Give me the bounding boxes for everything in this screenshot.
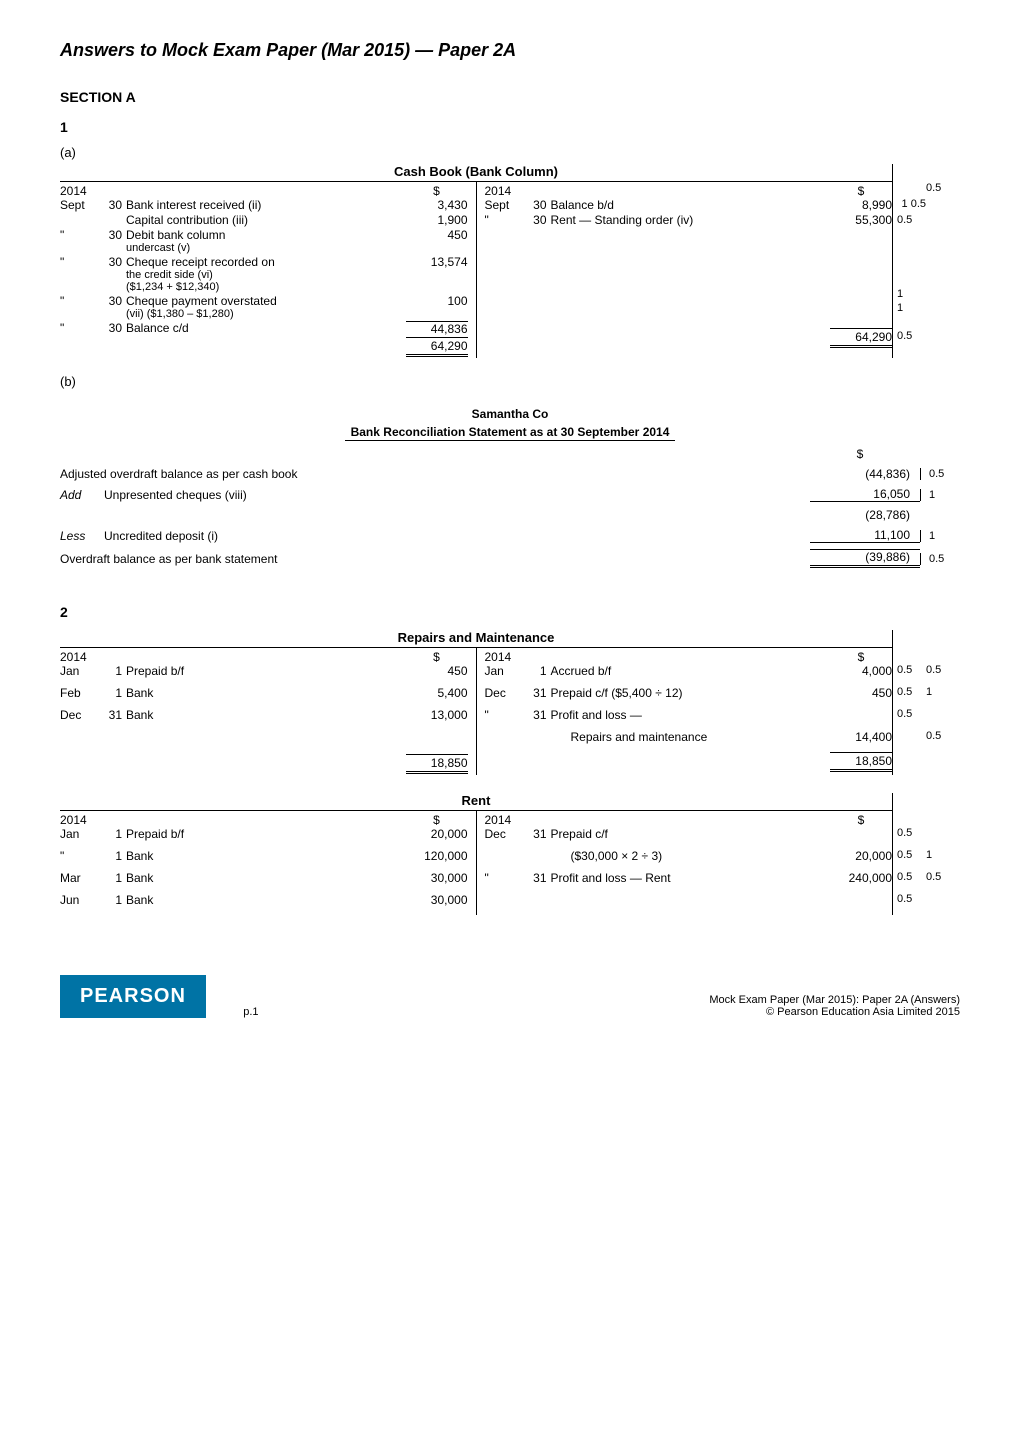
cb-right-dollar: $ bbox=[830, 184, 892, 198]
cashbook-debit-side: 2014 $ Sept30Bank interest received (ii)… bbox=[60, 182, 477, 358]
mark-value: 0.5 bbox=[926, 730, 960, 752]
rep-left-total: 18,850 bbox=[406, 754, 468, 774]
question-1: 1 bbox=[60, 119, 960, 135]
ledger-row: Mar1Bank30,000 bbox=[60, 871, 468, 885]
mark-value bbox=[926, 893, 960, 915]
cashbook-marks-col2: 0.5 bbox=[926, 164, 960, 358]
repairs-marks-col1: 0.50.50.5 bbox=[892, 630, 926, 775]
ledger-row: "1Bank120,000 bbox=[60, 849, 468, 863]
bank-rec-table: $ Adjusted overdraft balance as per cash… bbox=[60, 447, 960, 568]
rep-right-dollar: $ bbox=[830, 650, 892, 664]
q1-part-a: (a) bbox=[60, 145, 960, 160]
mark-value: 0.5 bbox=[926, 664, 960, 686]
cb-mark-5: 1 bbox=[897, 302, 926, 330]
ledger-row: "30Rent — Standing order (iv)55,300 bbox=[485, 213, 893, 227]
ledger-row: Jan1Prepaid b/f20,000 bbox=[60, 827, 468, 841]
rent-left-dollar: $ bbox=[406, 813, 468, 827]
rep-right-total: 18,850 bbox=[830, 752, 892, 772]
stmt-row: LessUncredited deposit (i)11,1001 bbox=[60, 528, 960, 543]
ledger-row: "31Profit and loss — bbox=[485, 708, 893, 722]
rent-right-year: 2014 bbox=[485, 813, 525, 827]
footer-line-1: Mock Exam Paper (Mar 2015): Paper 2A (An… bbox=[296, 994, 960, 1006]
ledger-row: "30Debit bank column undercast (v)450 bbox=[60, 228, 468, 254]
mark-value: 0.5 bbox=[897, 893, 926, 915]
footer-pagenum: p.1 bbox=[206, 1006, 296, 1018]
stmt-row: (28,786) bbox=[60, 508, 960, 522]
repairs-title: Repairs and Maintenance bbox=[60, 630, 892, 645]
ledger-row: "30Cheque payment overstated (vii) ($1,3… bbox=[60, 294, 468, 320]
repairs-marks-col2: 0.510.5 bbox=[926, 630, 960, 775]
stmt-dollar: $ bbox=[810, 447, 920, 461]
bank-rec-title: Bank Reconciliation Statement as at 30 S… bbox=[345, 425, 676, 441]
cb-mark-4: 1 bbox=[897, 288, 926, 302]
samantha-company: Samantha Co bbox=[60, 407, 960, 421]
stmt-row: Adjusted overdraft balance as per cash b… bbox=[60, 467, 960, 481]
rent-right-dollar: $ bbox=[830, 813, 892, 827]
mark-value: 0.5 bbox=[897, 686, 926, 708]
rent-credit: 2014 $ Dec31Prepaid c/f ($30,000 × 2 ÷ 3… bbox=[477, 811, 893, 915]
cashbook-credit-side: 2014 $ Sept30Balance b/d8,990"30Rent — S… bbox=[477, 182, 893, 358]
repairs-debit: 2014 $ Jan1Prepaid b/f450 Feb1Bank5,400 De… bbox=[60, 648, 477, 775]
stmt-row: Overdraft balance as per bank statement(… bbox=[60, 549, 960, 568]
stmt-row: AddUnpresented cheques (viii)16,0501 bbox=[60, 487, 960, 502]
ledger-row: Dec31Bank13,000 bbox=[60, 708, 468, 722]
mark-value: 0.5 bbox=[897, 708, 926, 730]
cb-right-total: 64,290 bbox=[830, 328, 892, 348]
mark-value: 0.5 bbox=[926, 871, 960, 893]
ledger-row: Repairs and maintenance14,400 bbox=[485, 730, 893, 744]
mark-value: 0.5 bbox=[897, 871, 926, 893]
footer-line-2: © Pearson Education Asia Limited 2015 bbox=[296, 1006, 960, 1018]
mark-value: 0.5 bbox=[897, 849, 926, 871]
cb-mark-1: 1 0.5 bbox=[897, 198, 926, 214]
q1-part-b: (b) bbox=[60, 374, 960, 389]
mark-value bbox=[926, 827, 960, 849]
mark-value: 0.5 bbox=[897, 664, 926, 686]
page-title: Answers to Mock Exam Paper (Mar 2015) — … bbox=[60, 40, 960, 61]
question-2: 2 bbox=[60, 604, 960, 620]
rep-left-dollar: $ bbox=[406, 650, 468, 664]
ledger-row: Feb1Bank5,400 bbox=[60, 686, 468, 700]
cb-left-dollar: $ bbox=[406, 184, 468, 198]
ledger-row: Jan1Accrued b/f4,000 bbox=[485, 664, 893, 678]
cb-left-total: 64,290 bbox=[406, 337, 468, 357]
cb-mark-6: 0.5 bbox=[897, 330, 926, 344]
pearson-logo: PEARSON bbox=[60, 975, 206, 1018]
rent-left-year: 2014 bbox=[60, 813, 100, 827]
rent-marks-col2: 10.5 bbox=[926, 793, 960, 915]
ledger-row: "30Cheque receipt recorded on the credit… bbox=[60, 255, 468, 293]
cashbook-title: Cash Book (Bank Column) bbox=[60, 164, 892, 179]
rent-marks-col1: 0.50.50.50.5 bbox=[892, 793, 926, 915]
mark-value: 1 bbox=[926, 686, 960, 708]
section-a-heading: SECTION A bbox=[60, 89, 960, 105]
rent-debit: 2014 $ Jan1Prepaid b/f20,000 "1Bank120,00… bbox=[60, 811, 477, 915]
ledger-row: Dec31Prepaid c/f ($5,400 ÷ 12)450 bbox=[485, 686, 893, 700]
ledger-row: Sept30Bank interest received (ii)3,430 bbox=[60, 198, 468, 212]
ledger-row: Jan1Prepaid b/f450 bbox=[60, 664, 468, 678]
ledger-row: "31Profit and loss — Rent240,000 bbox=[485, 871, 893, 885]
rep-right-year: 2014 bbox=[485, 650, 525, 664]
mark-value: 0.5 bbox=[897, 827, 926, 849]
rent-title: Rent bbox=[60, 793, 892, 808]
ledger-row: "30Balance c/d44,836 bbox=[60, 321, 468, 336]
cb-right-year: 2014 bbox=[485, 184, 525, 198]
ledger-row: ($30,000 × 2 ÷ 3)20,000 bbox=[485, 849, 893, 863]
ledger-row: Sept30Balance b/d8,990 bbox=[485, 198, 893, 212]
cb-mark-2: 0.5 bbox=[897, 214, 926, 244]
mark-value: 1 bbox=[926, 849, 960, 871]
cb-left-year: 2014 bbox=[60, 184, 100, 198]
ledger-row: Dec31Prepaid c/f bbox=[485, 827, 893, 841]
mark-value bbox=[897, 730, 926, 752]
cashbook-marks-col1: 1 0.5 0.5 1 1 0.5 bbox=[892, 164, 926, 358]
rep-left-year: 2014 bbox=[60, 650, 100, 664]
ledger-row: Capital contribution (iii)1,900 bbox=[60, 213, 468, 227]
ledger-row: Jun1Bank30,000 bbox=[60, 893, 468, 907]
cb-mark-0: 0.5 bbox=[926, 182, 960, 198]
mark-value bbox=[926, 708, 960, 730]
page-footer: PEARSON p.1 Mock Exam Paper (Mar 2015): … bbox=[60, 975, 960, 1018]
repairs-credit: 2014 $ Jan1Accrued b/f4,000 Dec31Prepaid … bbox=[477, 648, 893, 775]
